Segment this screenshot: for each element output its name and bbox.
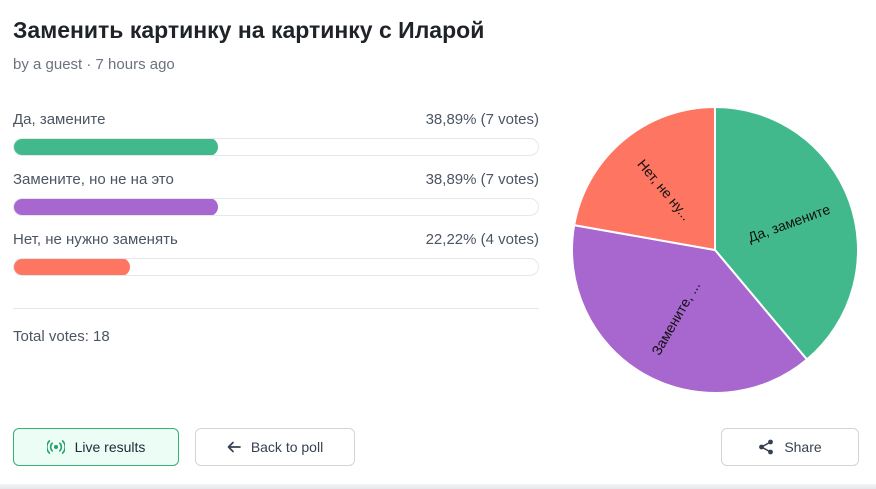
total-votes: Total votes: 18 xyxy=(13,328,110,345)
option-label: Замените, но не на это xyxy=(13,171,174,188)
pie-slice xyxy=(714,105,859,361)
back-to-poll-label: Back to poll xyxy=(250,439,324,455)
option-progress-bar xyxy=(13,258,539,276)
poll-title: Заменить картинку на картинку с Иларой xyxy=(13,17,485,43)
option-progress-fill xyxy=(14,199,218,215)
option-result: 38,89% (7 votes) xyxy=(425,171,539,188)
option-result: 38,89% (7 votes) xyxy=(425,111,539,128)
share-icon xyxy=(758,439,774,455)
arrow-left-icon xyxy=(227,441,241,453)
pie-slice xyxy=(571,224,809,394)
pie-slice xyxy=(573,105,716,252)
live-results-button[interactable]: Live results xyxy=(13,428,179,466)
page-bottom-edge xyxy=(0,484,876,489)
poll-option: Нет, не нужно заменять 22,22% (4 votes) xyxy=(13,229,539,276)
poll-option: Да, замените 38,89% (7 votes) xyxy=(13,109,539,156)
option-label: Нет, не нужно заменять xyxy=(13,231,178,248)
option-progress-bar xyxy=(13,138,539,156)
option-label: Да, замените xyxy=(13,111,106,128)
divider xyxy=(13,308,539,309)
option-progress-fill xyxy=(14,139,218,155)
back-to-poll-button[interactable]: Back to poll xyxy=(195,428,355,466)
live-broadcast-icon xyxy=(46,440,65,454)
option-progress-bar xyxy=(13,198,539,216)
option-result: 22,22% (4 votes) xyxy=(425,231,539,248)
poll-meta: by a guest · 7 hours ago xyxy=(13,56,175,73)
share-button[interactable]: Share xyxy=(721,428,859,466)
poll-option: Замените, но не на это 38,89% (7 votes) xyxy=(13,169,539,216)
live-results-label: Live results xyxy=(74,439,146,455)
option-progress-fill xyxy=(14,259,131,275)
share-label: Share xyxy=(784,439,822,455)
